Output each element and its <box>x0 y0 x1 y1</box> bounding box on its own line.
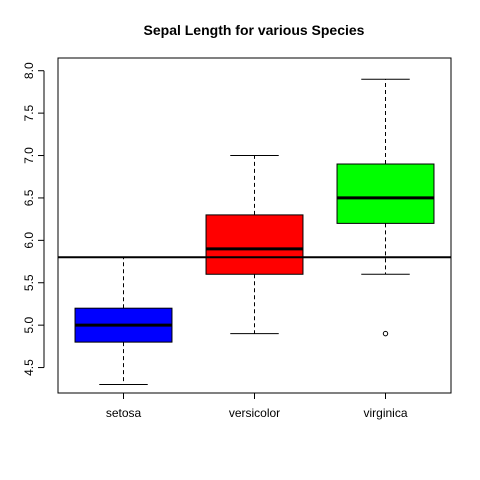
chart-title: Sepal Length for various Species <box>144 22 365 38</box>
box-versicolor <box>205 155 304 335</box>
y-tick-label: 7.5 <box>22 104 36 121</box>
x-tick-label: versicolor <box>229 406 280 420</box>
box-virginica <box>336 78 435 337</box>
x-tick-label: virginica <box>363 406 407 420</box>
y-tick-label: 4.5 <box>22 359 36 376</box>
outlier-point <box>382 330 389 337</box>
y-tick-label: 6.0 <box>22 232 36 249</box>
x-axis: setosa versicolor virginica <box>106 393 408 420</box>
y-tick-label: 8.0 <box>22 62 36 79</box>
y-axis: 4.5 5.0 5.5 6.0 6.5 7.0 7.5 8.0 <box>22 62 45 376</box>
y-tick-label: 7.0 <box>22 147 36 164</box>
box-iqr <box>205 214 304 275</box>
box-setosa <box>74 256 173 386</box>
y-tick-label: 6.5 <box>22 189 36 206</box>
y-tick-label: 5.0 <box>22 316 36 333</box>
box-iqr <box>336 163 435 224</box>
x-tick-label: setosa <box>106 406 142 420</box>
boxes <box>74 78 435 386</box>
y-tick-label: 5.5 <box>22 274 36 291</box>
